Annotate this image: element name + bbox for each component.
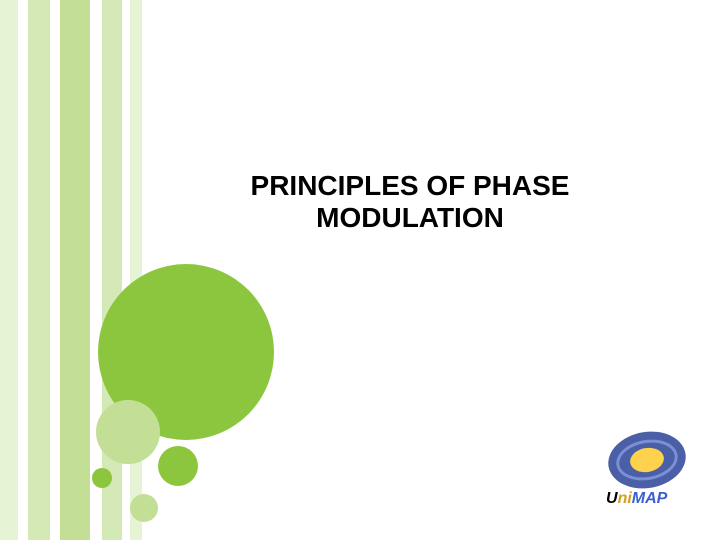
decorative-circle [158, 446, 198, 486]
slide-title: PRINCIPLES OF PHASE MODULATION [230, 170, 590, 234]
logo-text: UniMAP [606, 490, 667, 508]
title-line-2: MODULATION [316, 202, 504, 233]
decorative-stripe [18, 0, 28, 540]
decorative-circle [130, 494, 158, 522]
logo: UniMAP [598, 432, 696, 518]
slide: PRINCIPLES OF PHASE MODULATION UniMAP [0, 0, 720, 540]
decorative-stripe [50, 0, 60, 540]
decorative-stripe [60, 0, 90, 540]
decorative-stripe [0, 0, 18, 540]
logo-text-mid: ni [618, 490, 632, 507]
title-line-1: PRINCIPLES OF PHASE [251, 170, 570, 201]
logo-text-suffix: MAP [632, 490, 668, 507]
decorative-circle [96, 400, 160, 464]
decorative-stripe [28, 0, 50, 540]
decorative-stripe [90, 0, 102, 540]
decorative-circle [92, 468, 112, 488]
logo-text-prefix: U [606, 490, 618, 507]
